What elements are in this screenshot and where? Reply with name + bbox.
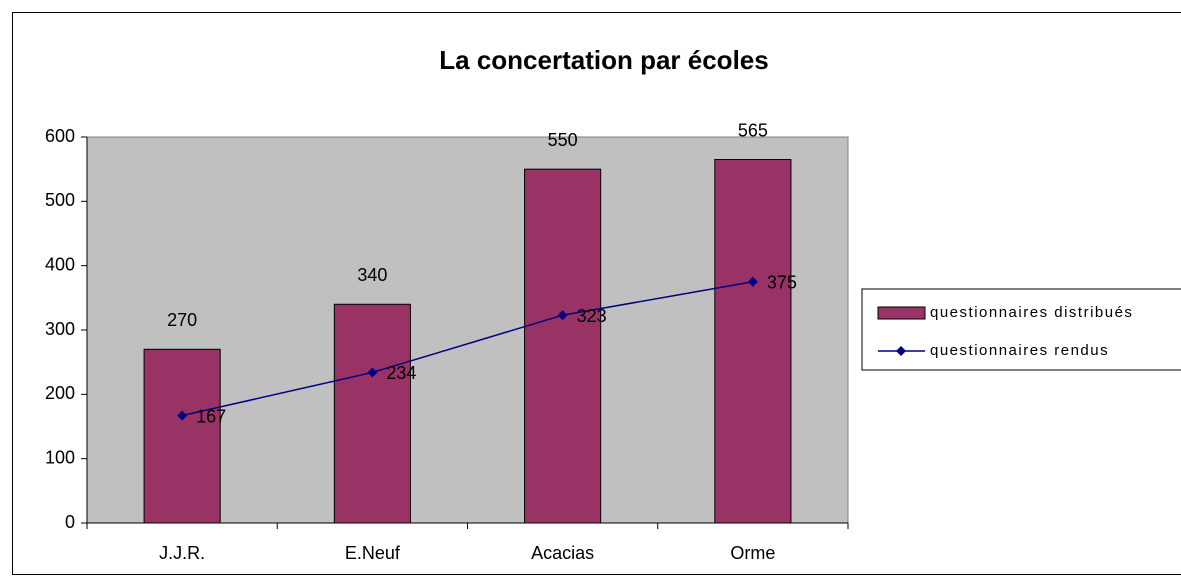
y-tick-label: 400 — [45, 254, 75, 274]
bar — [524, 168, 602, 524]
legend-marker — [896, 346, 906, 356]
x-tick-label: Acacias — [531, 543, 594, 563]
line — [181, 281, 754, 417]
point — [747, 276, 758, 287]
bar — [333, 303, 411, 524]
chart-title: La concertation par écoles — [439, 45, 768, 75]
value-label: 167 — [196, 406, 226, 426]
value-label: 270 — [167, 310, 197, 330]
y-tick-label: 600 — [45, 126, 75, 146]
y-tick-label: 100 — [45, 447, 75, 467]
value-label: 375 — [767, 273, 797, 293]
legend-label: questionnaires rendus — [930, 342, 1109, 359]
x-tick-label: E.Neuf — [345, 543, 401, 563]
bar — [714, 159, 792, 524]
bar — [143, 348, 221, 524]
y-tick-label: 0 — [65, 512, 75, 532]
point — [557, 310, 568, 321]
y-tick-label: 200 — [45, 383, 75, 403]
value-label: 234 — [386, 363, 416, 383]
legend-swatch — [877, 306, 926, 320]
y-tick-label: 500 — [45, 190, 75, 210]
point — [367, 367, 378, 378]
x-tick-label: J.J.R. — [159, 543, 205, 563]
x-tick-label: Orme — [730, 543, 775, 563]
value-label: 565 — [738, 120, 768, 140]
legend-box — [861, 288, 1181, 371]
value-label: 323 — [577, 306, 607, 326]
point — [177, 410, 188, 421]
y-tick-label: 300 — [45, 319, 75, 339]
value-label: 340 — [357, 265, 387, 285]
legend-label: questionnaires distribués — [930, 304, 1133, 321]
value-label: 550 — [548, 130, 578, 150]
